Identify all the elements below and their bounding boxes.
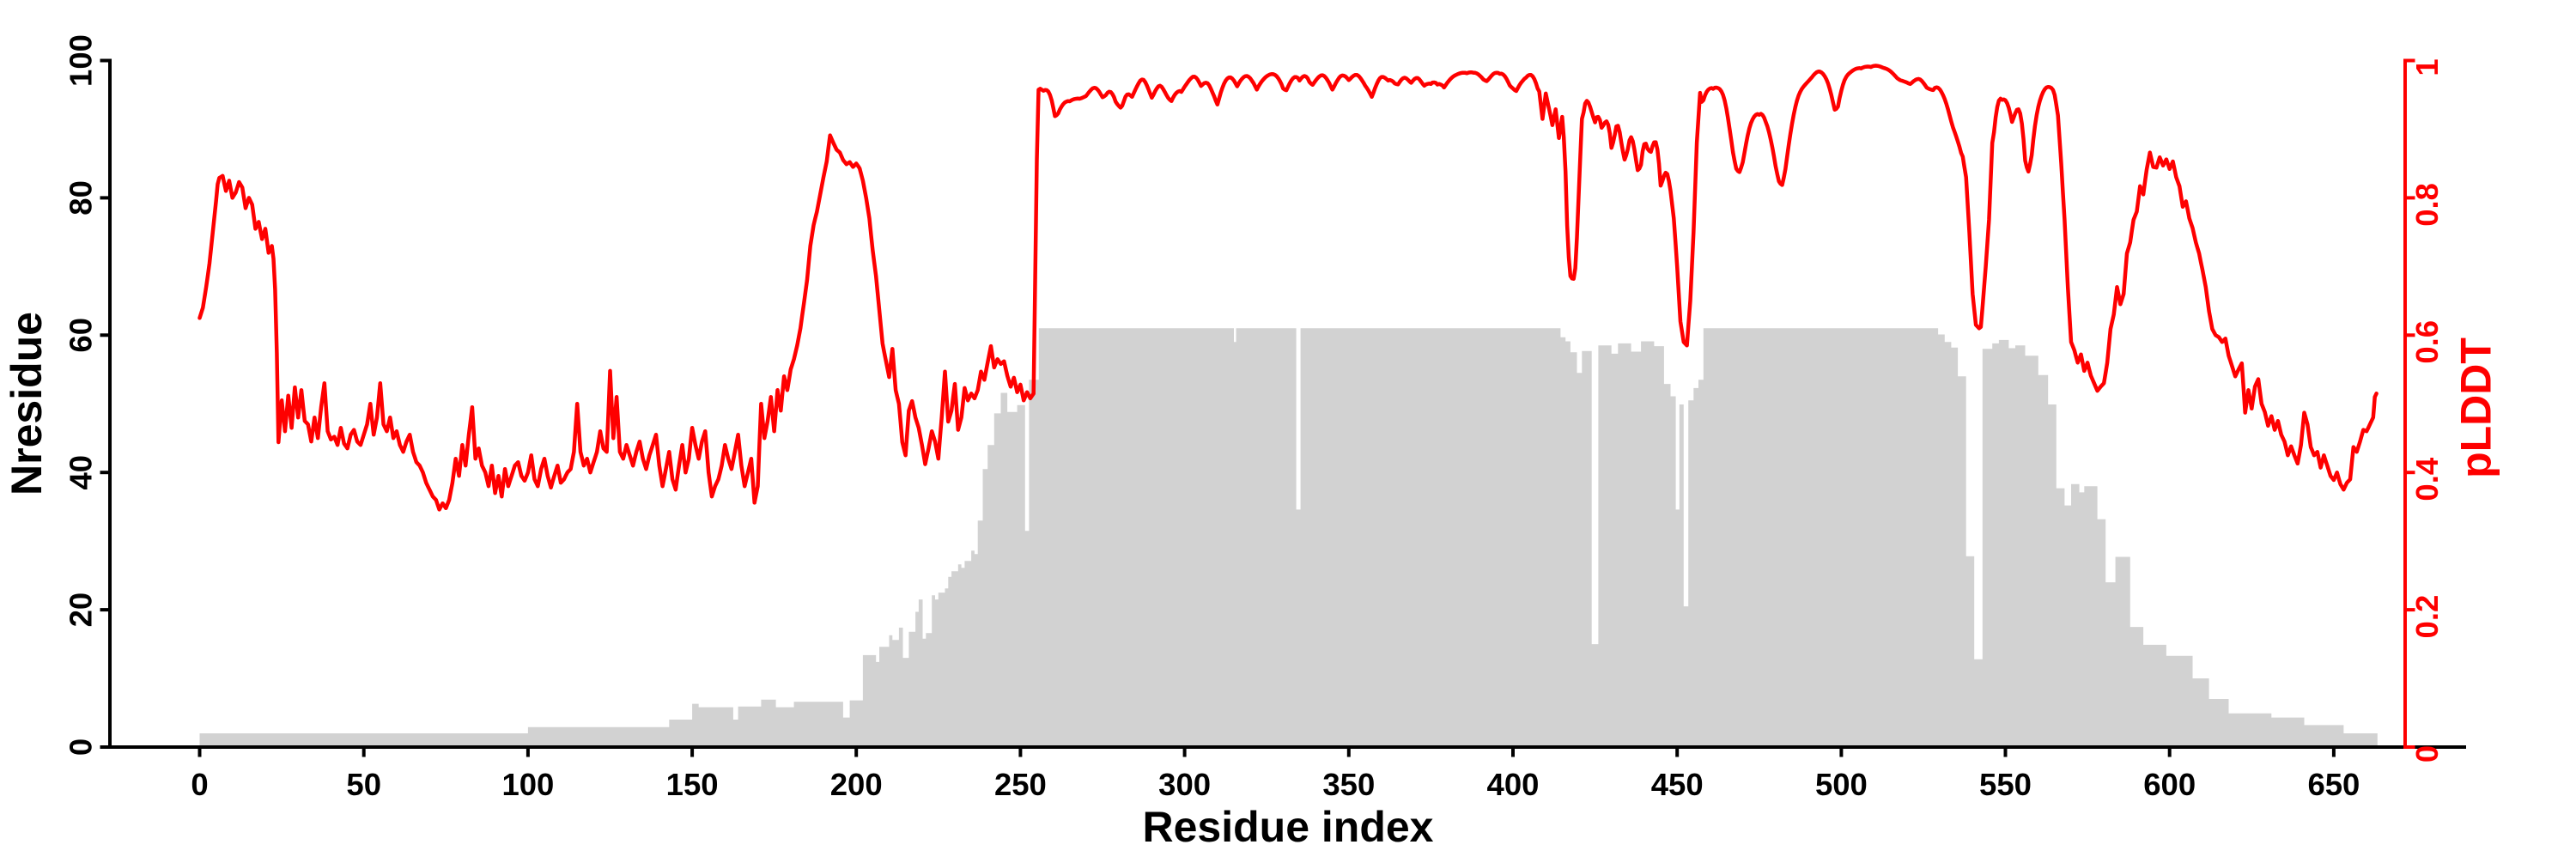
svg-text:400: 400 [1487, 767, 1540, 802]
svg-text:60: 60 [64, 318, 99, 353]
svg-text:100: 100 [501, 767, 554, 802]
svg-text:40: 40 [64, 455, 99, 490]
svg-text:150: 150 [666, 767, 719, 802]
svg-text:0: 0 [2409, 745, 2445, 763]
svg-text:80: 80 [64, 180, 99, 216]
svg-text:600: 600 [2143, 767, 2196, 802]
svg-text:200: 200 [830, 767, 883, 802]
svg-text:650: 650 [2307, 767, 2360, 802]
svg-text:Residue index: Residue index [1143, 803, 1434, 851]
svg-text:100: 100 [64, 34, 99, 87]
svg-text:0.2: 0.2 [2409, 595, 2445, 639]
svg-text:500: 500 [1815, 767, 1868, 802]
svg-text:pLDDT: pLDDT [2452, 337, 2500, 478]
svg-text:550: 550 [1979, 767, 2032, 802]
svg-text:Nresidue: Nresidue [3, 312, 51, 495]
svg-text:250: 250 [994, 767, 1047, 802]
svg-text:350: 350 [1322, 767, 1375, 802]
svg-text:0: 0 [191, 767, 208, 802]
svg-text:1: 1 [2409, 58, 2445, 76]
svg-text:0: 0 [64, 738, 99, 756]
svg-text:20: 20 [64, 593, 99, 628]
svg-text:50: 50 [346, 767, 381, 802]
svg-text:0.8: 0.8 [2409, 183, 2445, 227]
svg-text:0.4: 0.4 [2409, 457, 2445, 501]
svg-text:0.6: 0.6 [2409, 320, 2445, 364]
svg-text:300: 300 [1158, 767, 1211, 802]
svg-text:450: 450 [1651, 767, 1704, 802]
